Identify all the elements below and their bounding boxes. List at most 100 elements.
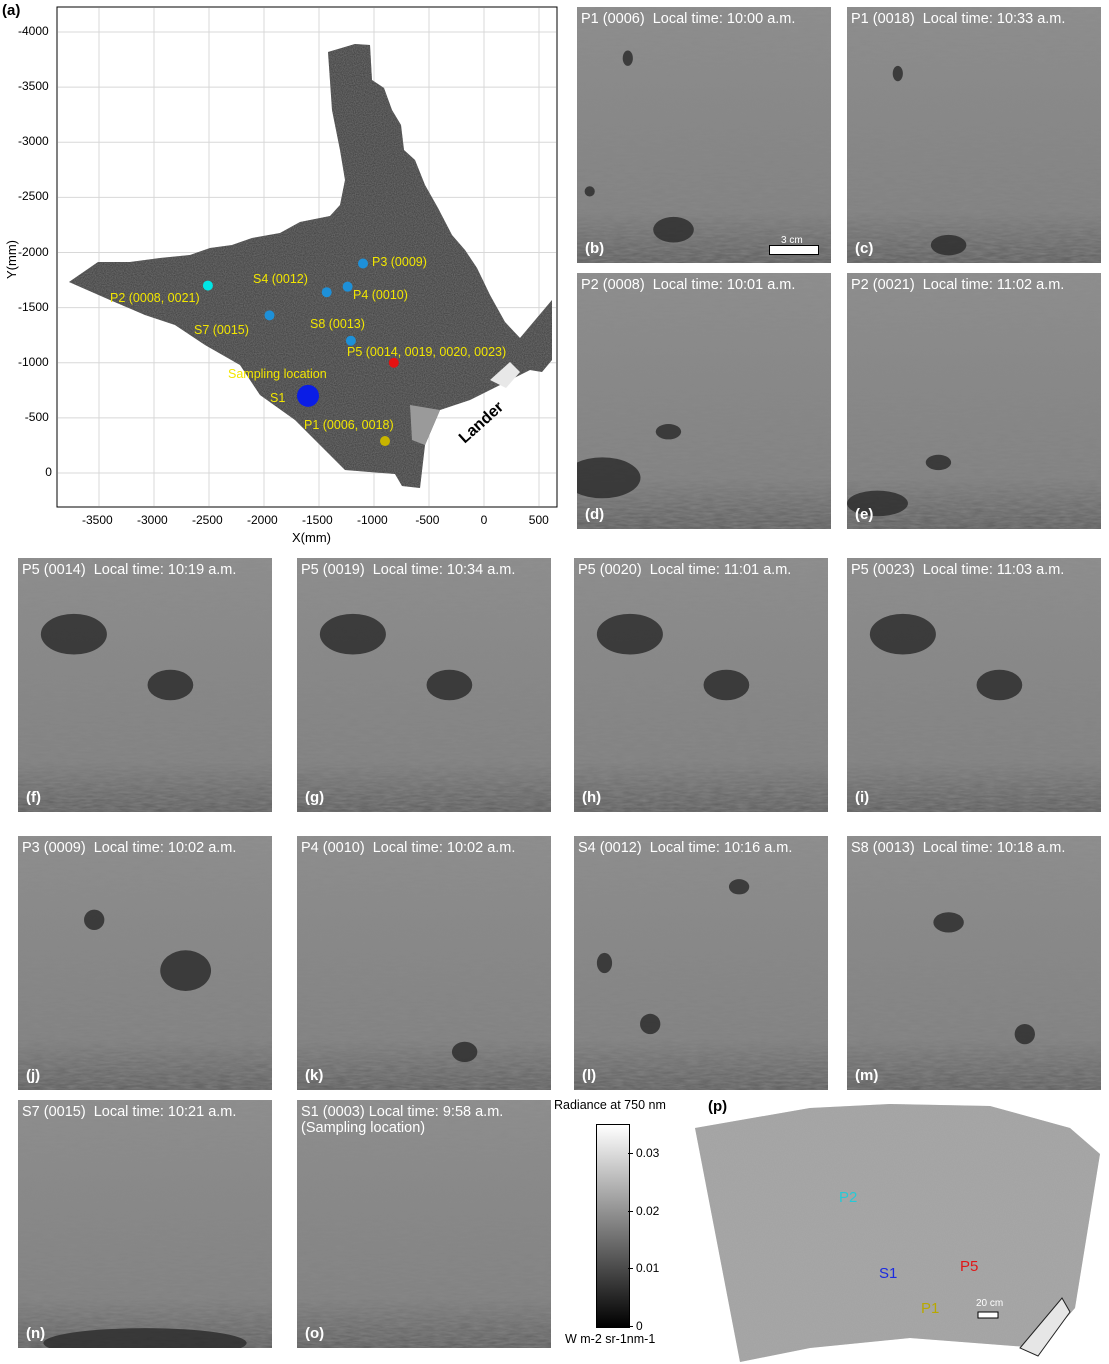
colorbar-tick-label: 0 (636, 1319, 643, 1333)
panel-title: S7 (0015) Local time: 10:21 a.m. (22, 1104, 237, 1120)
panel-label: (c) (855, 240, 874, 257)
sampling-location-label: Sampling location (228, 367, 327, 381)
panel-a: (a) -3500 -3000 -2500 -2000 -1500 -1000 -500 0 5… (0, 0, 560, 550)
panel-title: P5 (0023) Local time: 11:03 a.m. (851, 562, 1065, 578)
scale-bar-text: 3 cm (781, 235, 803, 246)
map-plot (56, 6, 558, 508)
panel-label: (f) (26, 789, 41, 806)
x-tick-label: -3500 (82, 513, 113, 527)
image-panel-h: P5 (0020) Local time: 11:01 a.m. (h) (574, 558, 828, 812)
panel-a-label: (a) (2, 2, 21, 19)
panel-title: P5 (0014) Local time: 10:19 a.m. (22, 562, 237, 578)
point-p4 (342, 281, 353, 292)
colorbar-tick-label: 0.01 (636, 1261, 660, 1276)
image-panel-c: P1 (0018) Local time: 10:33 a.m. (c) (847, 7, 1101, 263)
panel-label: (k) (305, 1067, 324, 1084)
x-tick-label: -3000 (137, 513, 168, 527)
colorbar: Radiance at 750 nm 0.03 0.02 0.01 0 W m-2 s… (552, 1098, 697, 1348)
label-s8: S8 (0013) (310, 317, 365, 331)
panel-title: S8 (0013) Local time: 10:18 a.m. (851, 840, 1066, 856)
image-panel-e: P2 (0021) Local time: 11:02 a.m. (e) (847, 273, 1101, 529)
panel-p-scalebar-text: 20 cm (976, 1298, 1004, 1309)
colorbar-unit: W m-2 sr-1nm-1 (565, 1332, 655, 1346)
image-panel-b: P1 (0006) Local time: 10:00 a.m. (b) 3 cm (577, 7, 831, 263)
panel-label: (o) (305, 1325, 325, 1342)
panel-p-mosaic (695, 1104, 1100, 1362)
label-s7: S7 (0015) (194, 323, 249, 337)
colorbar-tick-mark (628, 1210, 633, 1212)
label-p3: P3 (0009) (372, 255, 427, 269)
x-tick-label: -2500 (192, 513, 223, 527)
image-panel-n: S7 (0015) Local time: 10:21 a.m. (n) (18, 1100, 272, 1348)
bright-patch-lander (490, 362, 520, 388)
marker-p2: P2 (839, 1189, 858, 1206)
panel-title: P5 (0019) Local time: 10:34 a.m. (301, 562, 516, 578)
point-p5 (388, 357, 399, 368)
fan-texture (695, 1104, 1100, 1362)
image-panel-j: P3 (0009) Local time: 10:02 a.m. (j) (18, 836, 272, 1090)
image-panel-o: S1 (0003) Local time: 9:58 a.m. (Samplin… (297, 1100, 551, 1348)
label-s1: S1 (270, 391, 286, 405)
colorbar-tick-mark (628, 1152, 633, 1154)
x-tick-label: 500 (528, 513, 549, 527)
colorbar-tick-label: 0.03 (636, 1145, 660, 1160)
panel-title: S4 (0012) Local time: 10:16 a.m. (578, 840, 793, 856)
image-panel-l: S4 (0012) Local time: 10:16 a.m. (l) (574, 836, 828, 1090)
panel-label: (e) (855, 506, 874, 523)
panel-title: P2 (0008) Local time: 10:01 a.m. (581, 277, 796, 293)
panel-title: P1 (0018) Local time: 10:33 a.m. (851, 11, 1066, 27)
panel-label: (b) (585, 240, 605, 257)
point-s1 (297, 384, 319, 407)
marker-p1: P1 (921, 1300, 940, 1317)
x-tick-label: -2000 (247, 513, 278, 527)
panel-label: (g) (305, 789, 325, 806)
colorbar-tick-label: 0.02 (636, 1203, 660, 1218)
y-tick-label: -3500 (18, 79, 49, 94)
x-axis-label: X(mm) (292, 530, 331, 545)
image-panel-i: P5 (0023) Local time: 11:03 a.m. (i) (847, 558, 1101, 812)
label-s4: S4 (0012) (253, 272, 308, 286)
colorbar-gradient (596, 1124, 630, 1328)
colorbar-tick-mark (628, 1326, 633, 1327)
colorbar-tick-mark (628, 1268, 633, 1270)
label-p5: P5 (0014, 0019, 0020, 0023) (347, 345, 507, 359)
lander-structure (1019, 1297, 1071, 1357)
y-tick-label: -1500 (18, 299, 49, 314)
panel-label: (m) (855, 1067, 879, 1084)
point-s8 (345, 335, 356, 346)
scale-bar (769, 245, 819, 255)
panel-label: (n) (26, 1325, 46, 1342)
x-tick-label: -500 (415, 513, 440, 527)
image-panel-f: P5 (0014) Local time: 10:19 a.m. (f) (18, 558, 272, 812)
y-tick-label: -4000 (18, 24, 49, 38)
marker-s1: S1 (879, 1265, 898, 1282)
mosaic-texture (69, 44, 552, 488)
bright-patch-bottom (410, 405, 440, 445)
panel-label: (i) (855, 789, 870, 806)
panel-label: (h) (582, 789, 602, 806)
panel-title: P2 (0021) Local time: 11:02 a.m. (851, 277, 1065, 293)
label-p2: P2 (0008, 0021) (110, 291, 200, 305)
point-s7 (264, 310, 275, 321)
panel-label: (l) (582, 1067, 597, 1084)
x-tick-label: -1500 (302, 513, 333, 527)
y-axis-label: Y(mm) (4, 240, 19, 279)
point-p3 (358, 258, 368, 269)
panel-title: P5 (0020) Local time: 11:01 a.m. (578, 562, 792, 578)
panel-p-label: (p) (708, 1098, 728, 1115)
panel-title: P4 (0010) Local time: 10:02 a.m. (301, 840, 516, 856)
image-panel-k: P4 (0010) Local time: 10:02 a.m. (k) (297, 836, 551, 1090)
y-tick-label: -2000 (18, 244, 49, 259)
y-tick-label: -2500 (18, 189, 49, 204)
panel-title: S1 (0003) Local time: 9:58 a.m. (Samplin… (301, 1104, 504, 1136)
label-p1: P1 (0006, 0018) (304, 418, 394, 432)
colorbar-unit-text: W m-2 sr-1nm-1 (565, 1332, 656, 1346)
x-tick-label: -1000 (357, 513, 388, 527)
image-panel-m: S8 (0013) Local time: 10:18 a.m. (m) (847, 836, 1101, 1090)
colorbar-title: Radiance at 750 nm (554, 1098, 666, 1112)
point-p1 (380, 436, 390, 447)
image-panel-d: P2 (0008) Local time: 10:01 a.m. (d) (577, 273, 831, 529)
sample-points (202, 258, 399, 447)
point-s4 (321, 287, 332, 298)
x-tick-label: 0 (480, 513, 488, 527)
